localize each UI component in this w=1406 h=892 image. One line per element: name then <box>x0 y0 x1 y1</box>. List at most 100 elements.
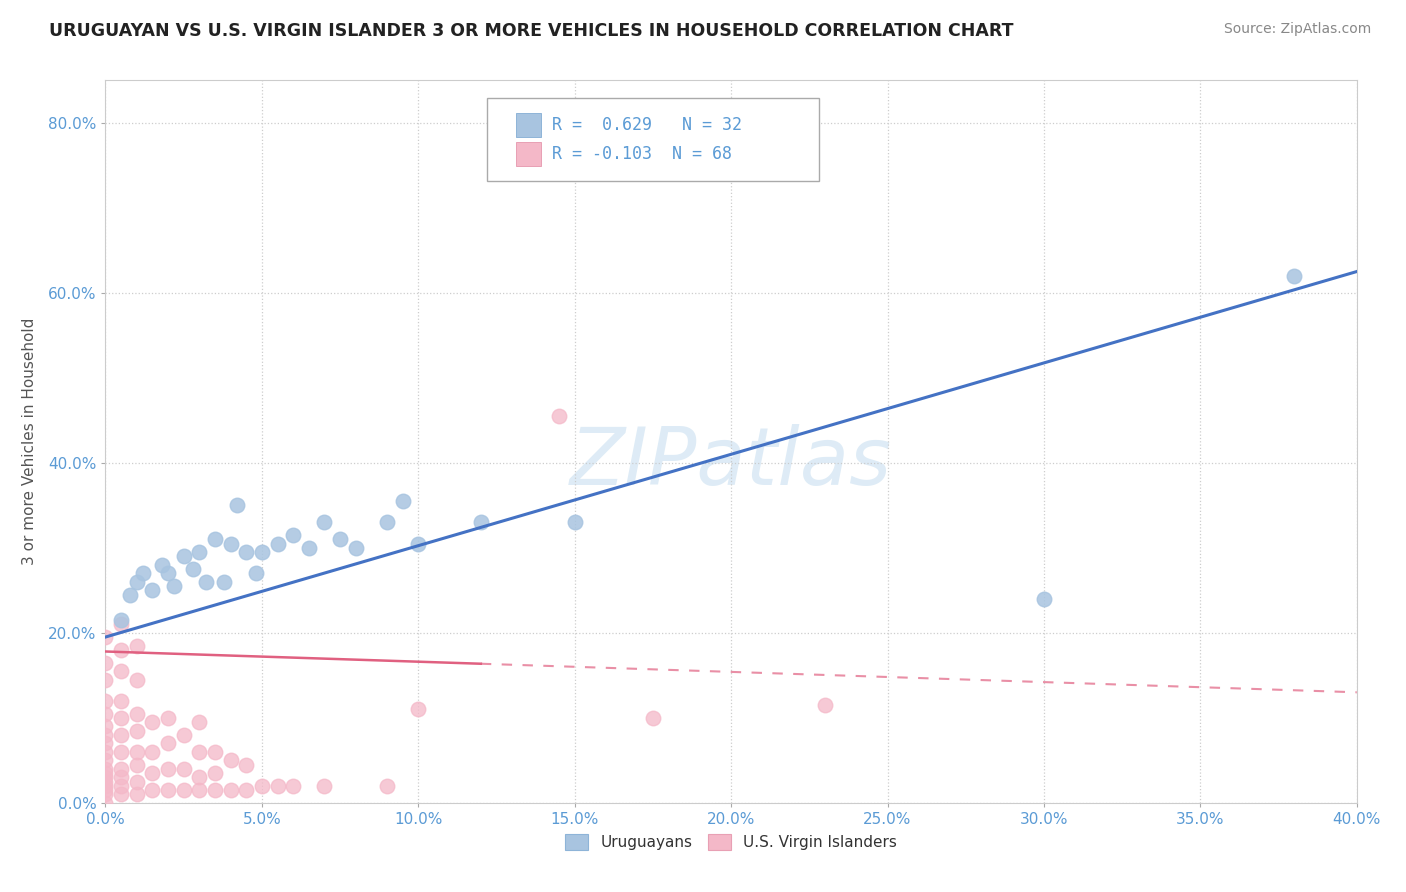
Point <box>266 779 288 793</box>
Point <box>814 698 837 712</box>
Point <box>110 664 132 678</box>
Point <box>1282 268 1305 283</box>
Point <box>125 639 148 653</box>
Point <box>110 711 132 725</box>
Point <box>173 728 195 742</box>
Point <box>110 787 132 801</box>
Point <box>157 711 180 725</box>
Point <box>125 787 148 801</box>
Point <box>125 745 148 759</box>
Point <box>281 528 305 542</box>
Point <box>1032 591 1054 606</box>
Point <box>173 783 195 797</box>
Point <box>125 706 148 721</box>
Point <box>204 783 226 797</box>
Y-axis label: 3 or more Vehicles in Household: 3 or more Vehicles in Household <box>22 318 37 566</box>
Point <box>408 536 430 550</box>
Point <box>110 745 132 759</box>
Point <box>141 783 163 797</box>
Point <box>94 762 117 776</box>
Point <box>110 762 132 776</box>
Point <box>94 736 117 750</box>
Point <box>250 545 273 559</box>
Point <box>125 574 148 589</box>
Point <box>94 728 117 742</box>
Point <box>298 541 321 555</box>
Point <box>110 613 132 627</box>
FancyBboxPatch shape <box>516 112 541 136</box>
Point <box>194 574 217 589</box>
Point <box>173 762 195 776</box>
Point <box>163 579 186 593</box>
Point <box>141 745 163 759</box>
Point <box>375 516 398 530</box>
Point <box>314 516 336 530</box>
Point <box>188 545 211 559</box>
Point <box>408 702 430 716</box>
Point <box>94 706 117 721</box>
Point <box>157 762 180 776</box>
Point <box>219 753 242 767</box>
Point <box>141 766 163 780</box>
Point <box>181 562 204 576</box>
Point <box>94 779 117 793</box>
Point <box>141 583 163 598</box>
Point <box>375 779 398 793</box>
Point <box>125 673 148 687</box>
Point <box>204 745 226 759</box>
Point <box>94 787 117 801</box>
Point <box>125 774 148 789</box>
Point <box>157 783 180 797</box>
Text: ZIPatlas: ZIPatlas <box>569 425 893 502</box>
Point <box>94 796 117 810</box>
Point <box>157 566 180 581</box>
Point <box>391 494 413 508</box>
Legend: Uruguayans, U.S. Virgin Islanders: Uruguayans, U.S. Virgin Islanders <box>560 828 903 856</box>
Point <box>204 766 226 780</box>
FancyBboxPatch shape <box>486 98 818 181</box>
Point <box>219 536 242 550</box>
Point <box>266 536 288 550</box>
Point <box>188 770 211 784</box>
Point <box>314 779 336 793</box>
Point <box>110 728 132 742</box>
Point <box>120 588 142 602</box>
Point <box>94 770 117 784</box>
Point <box>132 566 155 581</box>
Point <box>548 409 571 423</box>
Point <box>110 779 132 793</box>
Point <box>125 757 148 772</box>
Point <box>94 630 117 644</box>
Point <box>188 714 211 729</box>
Point <box>94 694 117 708</box>
Point <box>110 642 132 657</box>
Point <box>94 745 117 759</box>
Point <box>204 533 226 547</box>
Point <box>344 541 367 555</box>
Point <box>564 516 586 530</box>
Point <box>157 736 180 750</box>
FancyBboxPatch shape <box>516 142 541 166</box>
Point <box>235 783 257 797</box>
Point <box>245 566 267 581</box>
Point <box>214 574 236 589</box>
Point <box>141 714 163 729</box>
Point <box>94 673 117 687</box>
Point <box>94 774 117 789</box>
Point <box>150 558 173 572</box>
Point <box>188 745 211 759</box>
Point <box>470 516 492 530</box>
Text: R =  0.629   N = 32: R = 0.629 N = 32 <box>553 116 742 134</box>
Point <box>110 694 132 708</box>
Text: URUGUAYAN VS U.S. VIRGIN ISLANDER 3 OR MORE VEHICLES IN HOUSEHOLD CORRELATION CH: URUGUAYAN VS U.S. VIRGIN ISLANDER 3 OR M… <box>49 22 1014 40</box>
Text: R = -0.103  N = 68: R = -0.103 N = 68 <box>553 145 733 163</box>
Point <box>219 783 242 797</box>
Point <box>173 549 195 564</box>
Text: Source: ZipAtlas.com: Source: ZipAtlas.com <box>1223 22 1371 37</box>
Point <box>281 779 305 793</box>
Point <box>235 545 257 559</box>
Point <box>250 779 273 793</box>
Point <box>225 498 247 512</box>
Point <box>641 711 664 725</box>
Point <box>94 766 117 780</box>
